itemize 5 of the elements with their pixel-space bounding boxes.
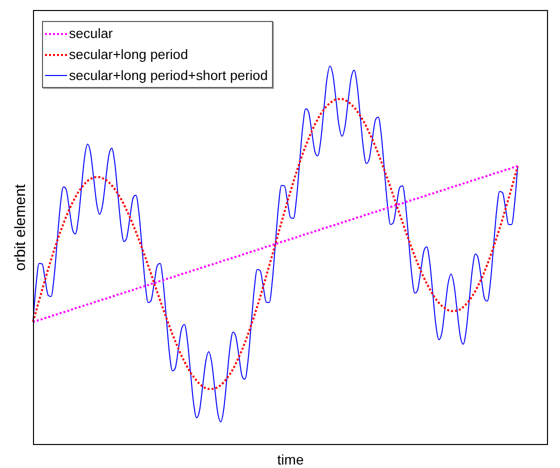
legend-label: secular+long period xyxy=(69,47,188,62)
legend-label: secular xyxy=(69,26,113,41)
legend-label: secular+long period+short period xyxy=(69,68,268,83)
x-axis-title: time xyxy=(277,451,304,468)
y-axis-title: orbit element xyxy=(12,183,30,271)
